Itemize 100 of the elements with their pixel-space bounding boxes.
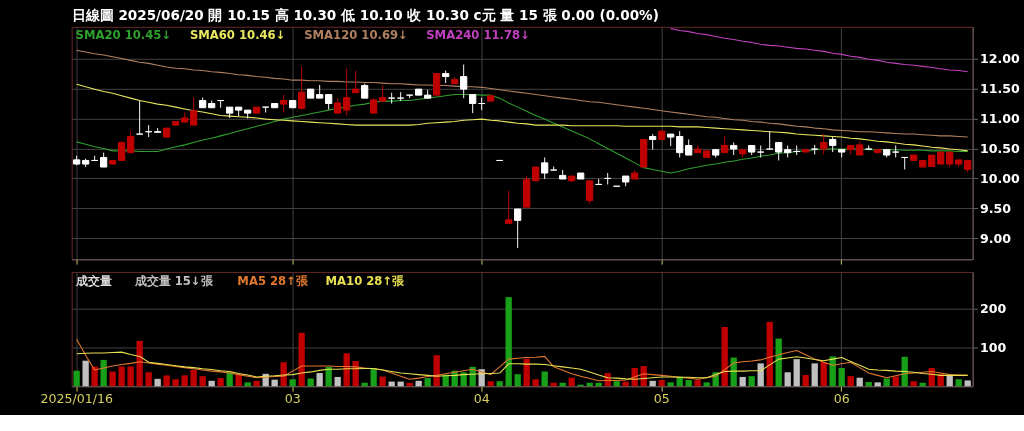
bar [820, 362, 827, 387]
bar [739, 376, 746, 387]
y-tick-label: 100 [979, 339, 1007, 355]
bar [514, 374, 521, 387]
chart-title: 成交量 [74, 273, 112, 288]
chart-title: 日線圖 2025/06/20 開 10.15 高 10.30 低 10.10 收 10.30 c元 量 15 張 0.00 (0.00%) [71, 7, 659, 24]
bar [73, 370, 80, 387]
bar [667, 382, 674, 387]
y-tick-label: 11.00 [979, 110, 1020, 126]
bar [874, 382, 881, 387]
text: SMA240 11.78↓ [426, 28, 530, 43]
bar [838, 368, 845, 387]
line-series [670, 28, 969, 73]
candlestick [865, 144, 873, 150]
text: SMA60 10.46↓ [189, 28, 286, 43]
line-series [76, 49, 969, 138]
x-tick-label: 04 [473, 391, 490, 407]
bar [703, 382, 710, 387]
bar [208, 380, 215, 387]
candlestick [343, 67, 351, 116]
candlestick [469, 94, 477, 114]
bar [793, 359, 800, 387]
bar [721, 326, 728, 387]
bar [757, 363, 764, 387]
candlestick [820, 133, 828, 155]
candlestick [550, 165, 558, 171]
bar [244, 382, 251, 387]
bar [658, 380, 665, 387]
x-tick-label: 2025/01/16 [40, 391, 113, 407]
bar [505, 297, 512, 387]
text: SMA20 10.45↓ [75, 28, 172, 43]
text: MA10 28↑張 [325, 273, 406, 288]
bar [766, 321, 773, 387]
bar [217, 378, 224, 387]
x-tick-label: 03 [284, 391, 301, 407]
line-series [76, 83, 969, 152]
y-tick-label: 12.00 [979, 50, 1020, 66]
candlestick [586, 180, 594, 205]
bar [91, 366, 98, 387]
y-tick-label: 9.50 [979, 200, 1012, 216]
line-series [76, 351, 969, 380]
bar [109, 371, 116, 387]
bar [136, 340, 143, 387]
bar [964, 380, 971, 387]
bar [532, 379, 539, 387]
bar [154, 378, 161, 387]
bar [784, 372, 791, 387]
bar [847, 376, 854, 387]
bar [613, 381, 620, 387]
bar [307, 378, 314, 387]
bar [694, 380, 701, 387]
candlestick [460, 64, 468, 99]
bar [316, 373, 323, 387]
candlestick [433, 73, 441, 96]
bar [190, 369, 197, 387]
bar [424, 378, 431, 387]
text: MA5 28↑張 [237, 273, 309, 288]
candlestick [388, 92, 396, 105]
y-tick-label: 11.50 [979, 80, 1020, 96]
text: SMA120 10.69↓ [304, 28, 408, 43]
bar [118, 366, 125, 387]
bar [181, 375, 188, 387]
bar [100, 359, 107, 387]
bar [811, 363, 818, 387]
bar [496, 381, 503, 387]
bar [541, 371, 548, 387]
candlestick [514, 208, 522, 249]
candlestick [136, 100, 144, 135]
bar [127, 366, 134, 387]
bar [487, 381, 494, 387]
bar [163, 375, 170, 387]
candlestick [541, 156, 549, 180]
bar [883, 378, 890, 387]
bar [802, 375, 809, 387]
candlestick [298, 66, 306, 111]
y-tick-label: 10.00 [979, 170, 1020, 186]
x-tick-label: 06 [833, 391, 850, 407]
candlestick [190, 97, 198, 126]
y-tick-label: 9.00 [979, 230, 1012, 246]
y-tick-label: 200 [979, 301, 1007, 317]
bar [685, 380, 692, 387]
line-series [76, 94, 969, 174]
candlestick [262, 106, 270, 113]
candlestick [676, 130, 684, 158]
bar [289, 379, 296, 387]
bar [172, 379, 179, 387]
bar [955, 379, 962, 387]
candlestick [505, 189, 513, 224]
x-tick-label: 05 [653, 391, 670, 407]
y-tick-label: 10.50 [979, 140, 1020, 156]
bar [748, 376, 755, 387]
bar [145, 372, 152, 387]
text: 成交量 15↓張 [133, 273, 214, 288]
candlestick [766, 130, 774, 150]
bar [334, 376, 341, 387]
candlestick [352, 70, 360, 94]
bar [82, 360, 89, 387]
bar [910, 381, 917, 387]
candlestick [127, 130, 135, 154]
bar [199, 376, 206, 387]
